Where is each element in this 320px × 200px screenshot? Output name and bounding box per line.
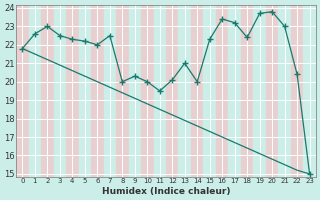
Bar [216,5,228,177]
Bar [54,5,66,177]
Bar [266,5,278,177]
Bar [79,5,91,177]
Bar [41,5,54,177]
Bar [116,5,129,177]
Bar [179,5,191,177]
Bar [253,5,266,177]
Bar [291,5,303,177]
X-axis label: Humidex (Indice chaleur): Humidex (Indice chaleur) [102,187,230,196]
Bar [166,5,179,177]
Bar [129,5,141,177]
Bar [154,5,166,177]
Bar [204,5,216,177]
Bar [303,5,316,177]
Bar [228,5,241,177]
Bar [141,5,154,177]
Bar [66,5,79,177]
Bar [16,5,29,177]
Bar [278,5,291,177]
Bar [91,5,104,177]
Bar [241,5,253,177]
Bar [29,5,41,177]
Bar [191,5,204,177]
Bar [104,5,116,177]
